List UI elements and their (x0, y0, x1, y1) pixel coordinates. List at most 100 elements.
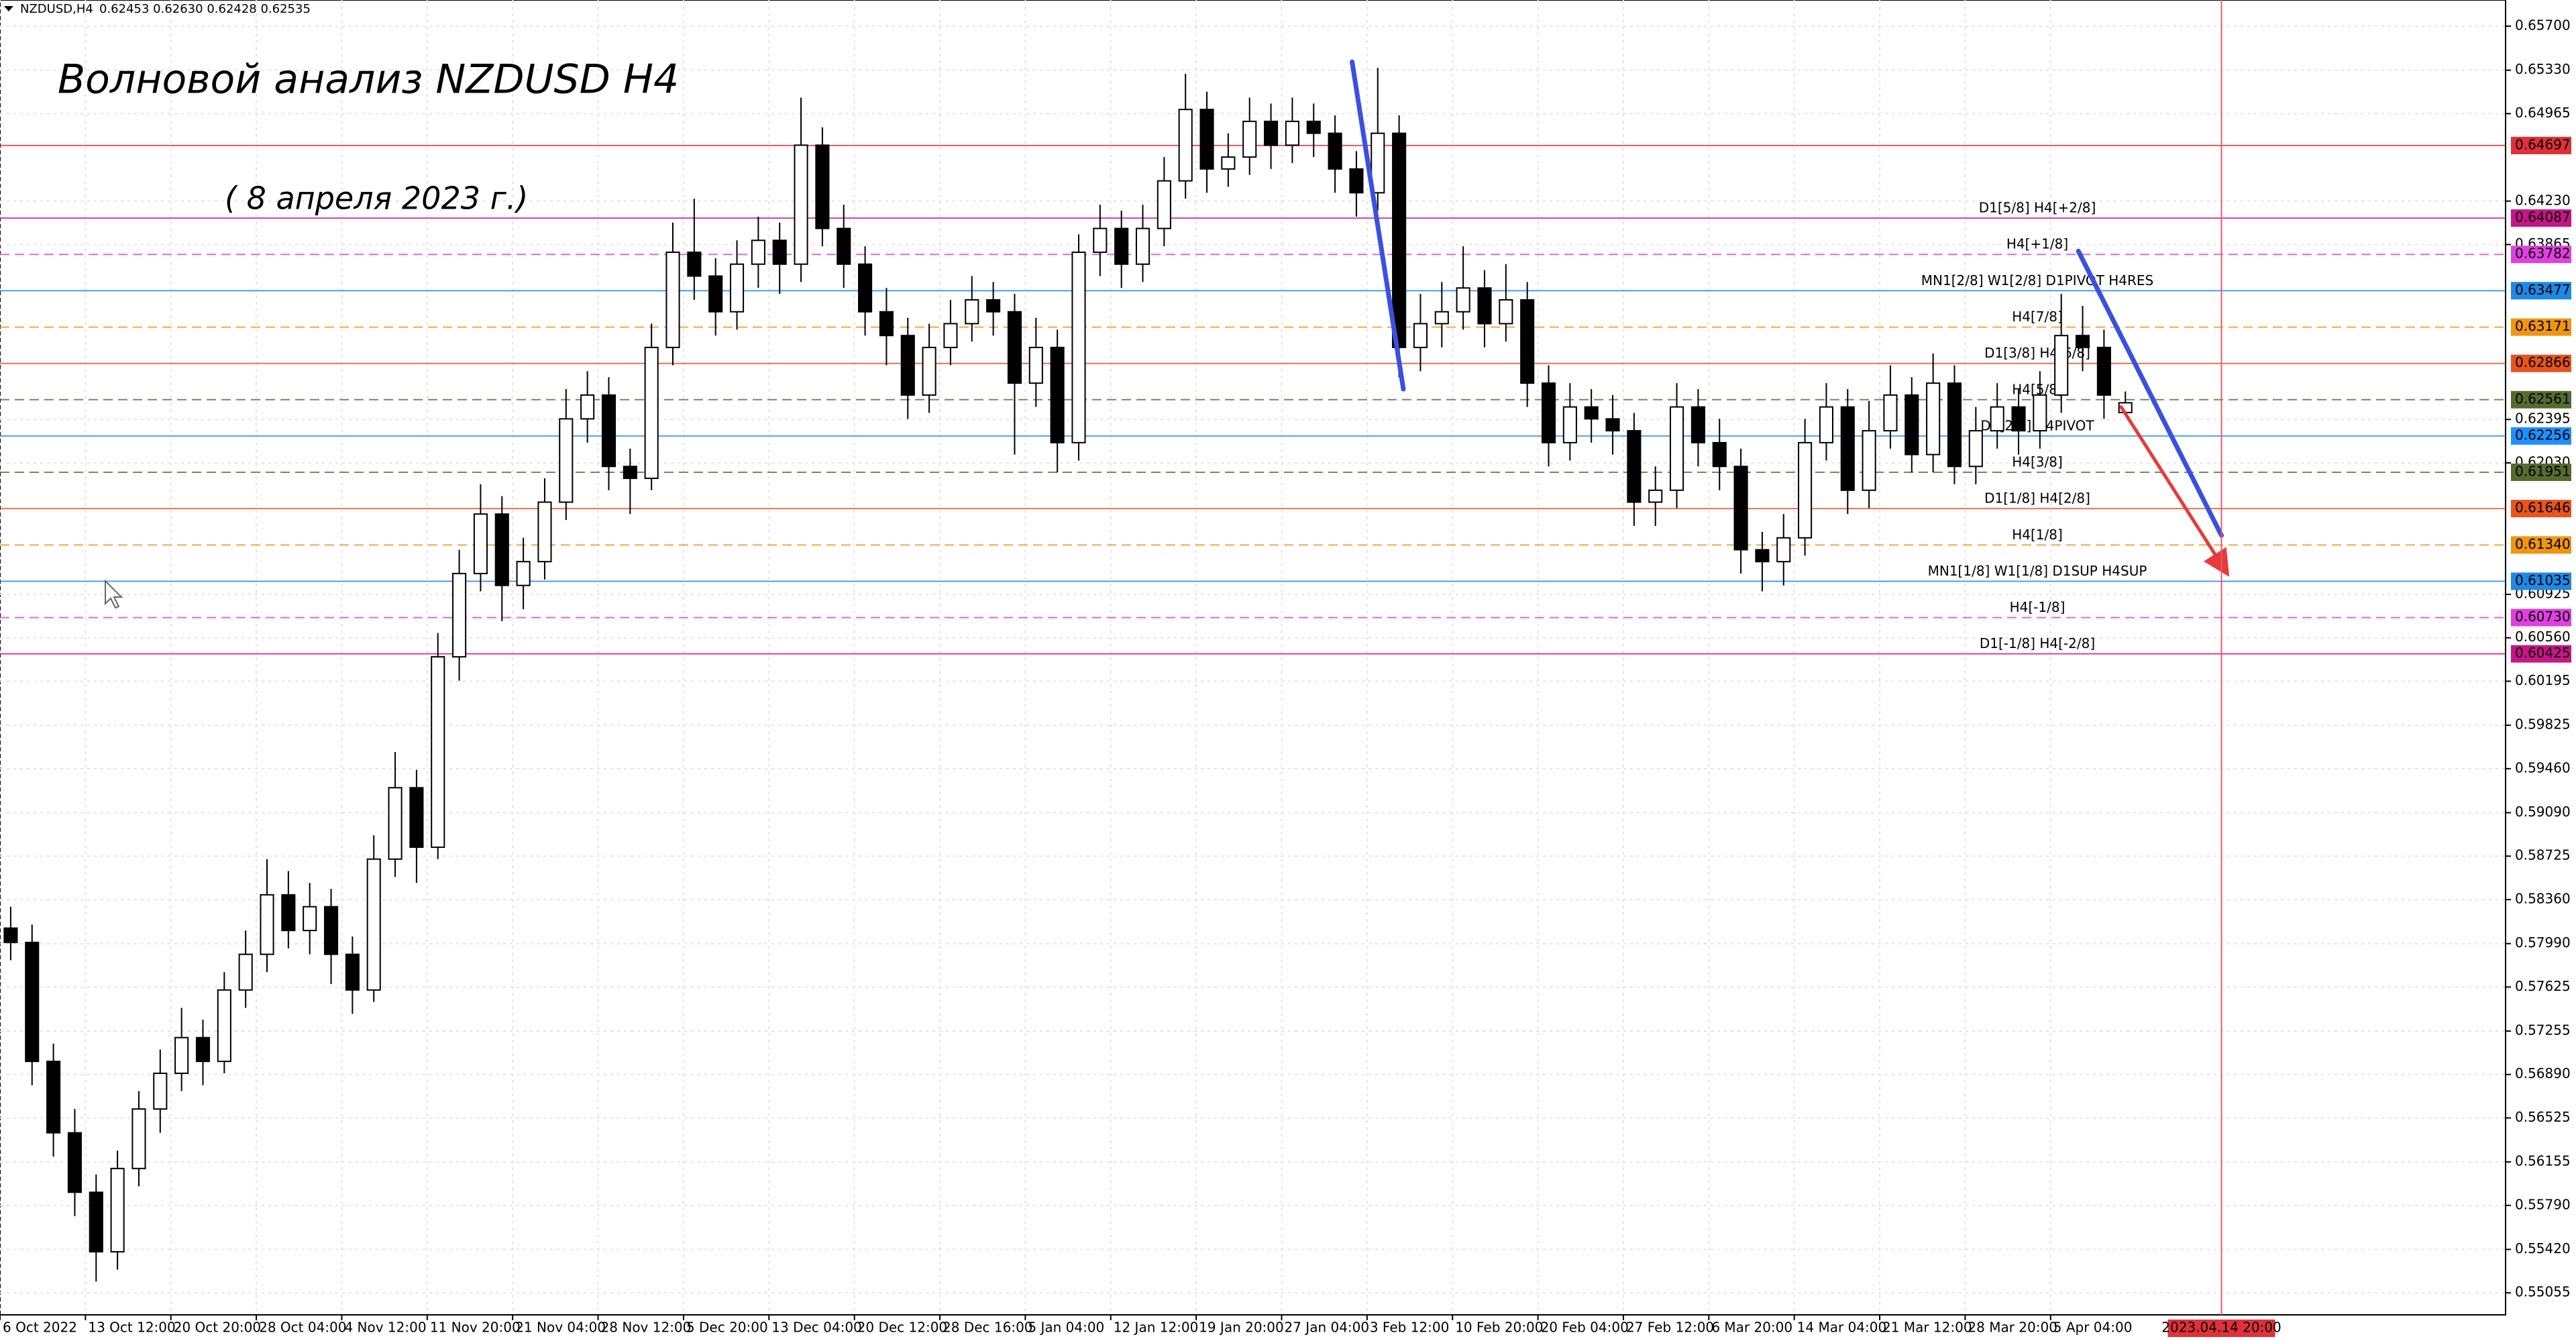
plot-area (0, 0, 2506, 1316)
price-box (2511, 136, 2571, 154)
y-tick-label: 0.60195 (2515, 672, 2571, 688)
x-tick-label: 3 Feb 12:00 (1370, 1320, 1449, 1336)
candle-body (1157, 180, 1171, 229)
candle-body (1392, 132, 1407, 348)
x-tick-label: 19 Jan 20:00 (1199, 1320, 1284, 1336)
candle-body (281, 894, 296, 932)
level-label: H4[-1/8] (2010, 599, 2065, 615)
x-tick-label: 6 Mar 20:00 (1711, 1320, 1792, 1336)
candle-body (2096, 346, 2111, 396)
candle-body (303, 906, 317, 932)
candle-body (751, 239, 765, 265)
x-tick-label: 28 Nov 12:00 (601, 1320, 692, 1336)
candle-body (431, 656, 445, 848)
price-label: 0.63171 (2515, 318, 2571, 334)
x-tick-label: 5 Apr 04:00 (2053, 1320, 2133, 1336)
candle-body (1028, 346, 1043, 384)
price-box (2511, 318, 2571, 336)
candle-body (665, 252, 680, 348)
candle-body (1242, 120, 1257, 158)
y-tick-label: 0.55420 (2515, 1240, 2571, 1256)
price-label: 0.60425 (2515, 645, 2571, 661)
price-label: 0.63782 (2515, 246, 2571, 262)
candle-body (1285, 120, 1299, 146)
candle-body (494, 513, 509, 586)
candle-body (67, 1132, 82, 1193)
candle-body (623, 466, 637, 480)
y-tick-label: 0.64965 (2515, 105, 2571, 121)
candle-body (1306, 120, 1321, 134)
candle-body (1499, 299, 1513, 325)
candle-body (473, 513, 488, 574)
candle-body (217, 989, 231, 1063)
price-label: 0.64087 (2515, 209, 2571, 225)
candle-body (644, 346, 659, 480)
candle-body (1456, 287, 1470, 313)
candle-body (1434, 311, 1449, 325)
candle-body (46, 1061, 61, 1134)
candle-body (1050, 346, 1065, 443)
price-box (2511, 464, 2571, 482)
candle-body (837, 227, 851, 265)
x-tick-label: 5 Dec 20:00 (686, 1320, 768, 1336)
y-tick-label: 0.59825 (2515, 716, 2571, 733)
x-tick-label: 11 Nov 20:00 (430, 1320, 521, 1336)
price-box (2511, 645, 2571, 663)
candle-body (1477, 287, 1492, 325)
candle-body (1221, 156, 1236, 170)
y-tick-label: 0.57255 (2515, 1022, 2571, 1038)
y-tick-label: 0.65700 (2515, 17, 2571, 34)
level-label: MN1[2/8] W1[2/8] D1PIVOT H4RES (1921, 272, 2153, 288)
y-tick-label: 0.56155 (2515, 1153, 2571, 1169)
candle-body (729, 263, 745, 313)
x-tick-label: 20 Feb 04:00 (1541, 1320, 1629, 1336)
chart-subtitle: ( 8 апреля 2023 г.) (225, 180, 528, 217)
candle-body (1670, 406, 1684, 491)
menu-triangle (4, 6, 13, 11)
candle-body (1199, 109, 1214, 170)
x-tick-label: 5 Jan 04:00 (1028, 1320, 1104, 1336)
candle-body (323, 906, 339, 955)
candle-body (452, 572, 467, 658)
candle-body (131, 1108, 146, 1169)
y-tick-label: 0.58360 (2515, 890, 2571, 906)
candle-body (153, 1072, 168, 1110)
candle-body (1947, 382, 1962, 468)
price-label: 0.61646 (2515, 500, 2571, 516)
trend-line (2119, 405, 2230, 577)
level-label: D1[1/8] H4[2/8] (1984, 490, 2090, 506)
x-tick-label: 6 Oct 2022 (3, 1320, 77, 1336)
candle-body (1605, 418, 1620, 432)
y-tick-label: 0.64230 (2515, 192, 2571, 208)
x-tick-label: 13 Oct 12:00 (88, 1320, 175, 1336)
candle-body (2011, 406, 2026, 432)
candle-body (2054, 335, 2069, 396)
candle-body (1093, 227, 1108, 254)
x-tick-label: 13 Dec 04:00 (771, 1320, 862, 1336)
y-tick-label: 0.59090 (2515, 804, 2571, 820)
candle-body (1819, 406, 1833, 443)
y-tick-label: 0.56890 (2515, 1065, 2571, 1081)
candle-body (794, 144, 808, 265)
y-tick-label: 0.57990 (2515, 934, 2571, 951)
x-tick-label: 21 Nov 04:00 (515, 1320, 606, 1336)
candle-body (879, 311, 894, 337)
candle-body (687, 252, 702, 277)
candle-body (1520, 299, 1535, 384)
candle-body (1990, 406, 2004, 432)
price-label: 0.62866 (2515, 354, 2571, 370)
candle-body (89, 1191, 103, 1252)
candle-body (1926, 382, 1941, 456)
x-tick-label: 14 Mar 04:00 (1797, 1320, 1887, 1336)
x-tick-label: 28 Dec 16:00 (943, 1320, 1033, 1336)
level-label: D1[3/8] H4[6/8] (1984, 345, 2090, 361)
price-box (2511, 390, 2571, 409)
candle-body (1798, 441, 1813, 539)
candle-body (1349, 168, 1364, 194)
candle-body (858, 263, 873, 313)
candle-body (1178, 109, 1193, 182)
candle-body (1007, 311, 1022, 384)
candle-body (1968, 430, 1983, 468)
x-tick-label: 20 Oct 20:00 (174, 1320, 261, 1336)
